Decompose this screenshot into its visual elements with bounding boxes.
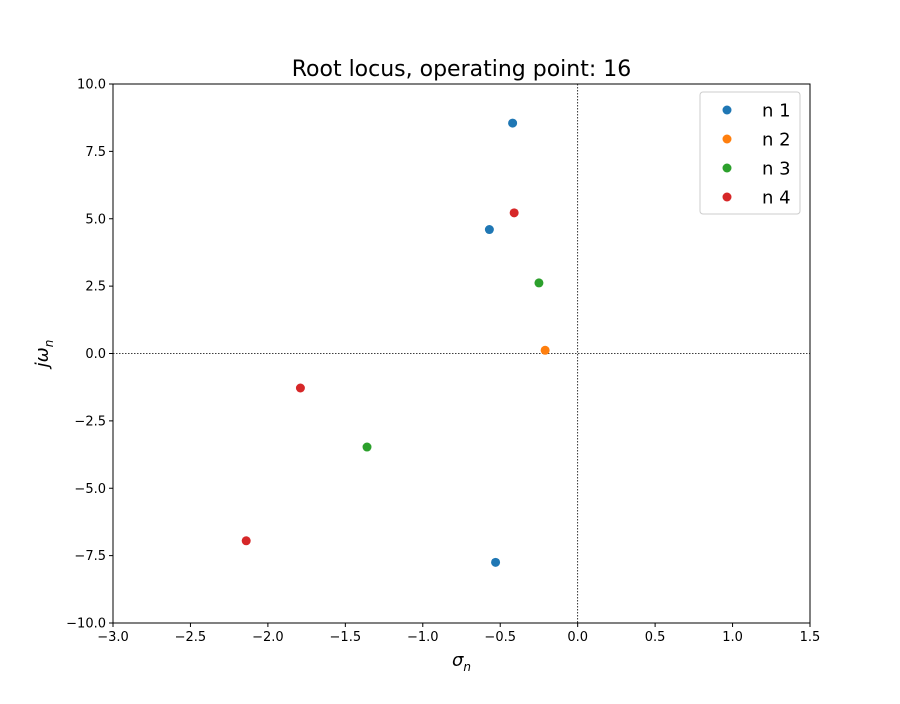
legend-box — [699, 91, 801, 215]
data-point-series-3 — [362, 442, 372, 452]
data-point-series-1 — [484, 225, 494, 235]
data-markers — [241, 118, 550, 567]
legend-items: n 1 n 2 n 3 n 4 — [722, 101, 791, 209]
data-point-series-4 — [295, 383, 305, 393]
y-tick-label: −10.0 — [66, 617, 106, 632]
x-tick-label: −1.0 — [407, 630, 439, 645]
x-axis-ticks: −3.0 −2.5 −2.0 −1.5 −1.0 −0.5 0.0 0.5 1.0 1.5 — [97, 623, 820, 645]
x-tick-label: −0.5 — [484, 630, 516, 645]
data-point-series-4 — [509, 208, 519, 218]
y-tick-label: 0.0 — [85, 347, 106, 362]
legend: n 1 n 2 n 3 n 4 — [699, 91, 801, 215]
y-tick-label: −7.5 — [74, 549, 106, 564]
x-tick-label: −2.5 — [175, 630, 207, 645]
data-point-series-1 — [508, 118, 518, 128]
legend-label-series-1: n 1 — [762, 101, 791, 122]
x-tick-label: 1.0 — [722, 630, 743, 645]
legend-marker-series-3 — [722, 163, 732, 173]
x-axis-label-main: σ — [452, 650, 464, 671]
y-axis-label-main: jω — [32, 347, 53, 370]
x-tick-label: −3.0 — [97, 630, 129, 645]
x-tick-label: 0.5 — [645, 630, 666, 645]
y-tick-label: −2.5 — [74, 414, 106, 429]
y-tick-label: 5.0 — [85, 212, 106, 227]
legend-label-series-3: n 3 — [762, 159, 791, 180]
chart-title: Root locus, operating point: 16 — [292, 57, 632, 82]
x-tick-label: 1.5 — [800, 630, 821, 645]
x-tick-label: −1.5 — [330, 630, 362, 645]
y-tick-label: 2.5 — [85, 280, 106, 295]
y-axis-label: jωn — [32, 340, 56, 371]
y-tick-label: 10.0 — [77, 78, 106, 93]
legend-marker-series-2 — [722, 134, 732, 144]
x-tick-label: −2.0 — [252, 630, 284, 645]
data-point-series-4 — [241, 536, 251, 546]
x-axis-label-subscript: n — [463, 660, 471, 674]
x-axis-label: σn — [452, 650, 471, 674]
legend-label-series-4: n 4 — [762, 188, 791, 209]
x-tick-label: 0.0 — [567, 630, 588, 645]
reference-lines — [113, 84, 810, 623]
data-point-series-1 — [491, 557, 501, 567]
y-axis-ticks: 10.0 7.5 5.0 2.5 0.0 −2.5 −5.0 −7.5 −10.0 — [66, 78, 113, 632]
legend-label-series-2: n 2 — [762, 130, 791, 151]
y-tick-label: 7.5 — [85, 145, 106, 160]
legend-marker-series-4 — [722, 192, 732, 202]
legend-marker-series-1 — [722, 105, 732, 115]
data-point-series-2 — [540, 345, 550, 355]
data-point-series-3 — [534, 278, 544, 288]
y-axis-label-subscript: n — [42, 340, 56, 348]
y-tick-label: −5.0 — [74, 482, 106, 497]
